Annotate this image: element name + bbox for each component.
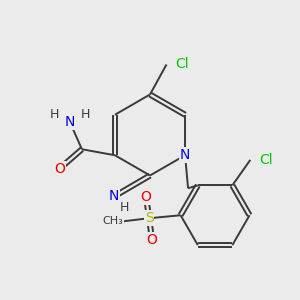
Text: O: O <box>54 162 65 176</box>
Text: Cl: Cl <box>259 153 273 167</box>
Text: N: N <box>109 190 119 203</box>
Text: N: N <box>65 115 75 129</box>
Text: H: H <box>50 108 59 121</box>
Text: H: H <box>81 108 90 121</box>
Text: O: O <box>141 190 152 204</box>
Text: N: N <box>180 148 190 162</box>
Text: O: O <box>147 233 158 247</box>
Text: H: H <box>120 201 129 214</box>
Text: Cl: Cl <box>176 58 189 71</box>
Text: CH₃: CH₃ <box>103 216 124 226</box>
Text: S: S <box>145 211 153 225</box>
